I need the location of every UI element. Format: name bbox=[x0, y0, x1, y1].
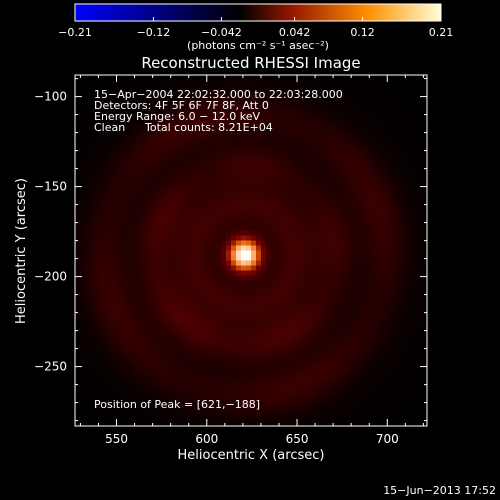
colorbar-tick-label: −0.21 bbox=[58, 26, 92, 39]
annotation-algorithm: Clean bbox=[94, 121, 125, 134]
y-axis-ticks: −100 −150 −200 −250 bbox=[34, 78, 427, 422]
colorbar-tick-label: −0.042 bbox=[201, 26, 242, 39]
y-tick-label: −250 bbox=[34, 360, 67, 374]
colorbar bbox=[74, 3, 442, 22]
colorbar-label: (photons cm⁻² s⁻¹ asec⁻²) bbox=[187, 39, 329, 52]
annotation-detectors: Detectors: 4F 5F 6F 7F 8F, Att 0 bbox=[94, 99, 269, 112]
colorbar-tick-label: 0.12 bbox=[350, 26, 375, 39]
x-axis-ticks: 550 600 650 700 bbox=[79, 75, 424, 446]
x-tick-label: 650 bbox=[286, 432, 309, 446]
annotation-energy: Energy Range: 6.0 − 12.0 keV bbox=[94, 110, 261, 123]
colorbar-tick-label: 0.042 bbox=[279, 26, 311, 39]
y-axis-label: Heliocentric Y (arcsec) bbox=[14, 178, 29, 324]
plot-frame bbox=[74, 74, 428, 427]
heatmap-image bbox=[75, 75, 427, 426]
colorbar-tick-label: 0.21 bbox=[429, 26, 454, 39]
x-tick-label: 550 bbox=[105, 432, 128, 446]
y-tick-label: −150 bbox=[34, 180, 67, 194]
x-tick-label: 700 bbox=[376, 432, 399, 446]
colorbar-ticks: −0.21 −0.12 −0.042 0.042 0.12 0.21 bbox=[58, 17, 453, 39]
x-tick-label: 600 bbox=[195, 432, 218, 446]
footer-date: 15−Jun−2013 17:52 bbox=[383, 484, 496, 497]
annotation-time-range: 15−Apr−2004 22:02:32.000 to 22:03:28.000 bbox=[94, 88, 343, 101]
chart-title: Reconstructed RHESSI Image bbox=[141, 54, 360, 72]
y-tick-label: −200 bbox=[34, 270, 67, 284]
annotation-peak-position: Position of Peak = [621,−188] bbox=[94, 398, 260, 411]
x-axis-label: Heliocentric X (arcsec) bbox=[178, 448, 325, 463]
colorbar-tick-label: −0.12 bbox=[137, 26, 171, 39]
y-tick-label: −100 bbox=[34, 90, 67, 104]
annotation-total-counts: Total counts: 8.21E+04 bbox=[144, 121, 273, 134]
